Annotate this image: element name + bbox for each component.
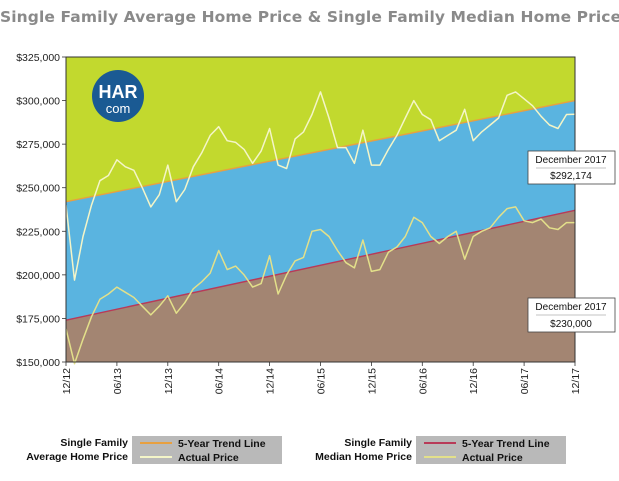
y-tick-label: $275,000 xyxy=(16,139,60,151)
y-tick-label: $200,000 xyxy=(16,270,60,282)
y-tick-label: $250,000 xyxy=(16,183,60,195)
callout-median-value: $230,000 xyxy=(550,319,592,330)
x-tick-label: 12/15 xyxy=(366,368,378,394)
x-tick-label: 06/15 xyxy=(316,368,328,394)
y-tick-label: $300,000 xyxy=(16,96,60,108)
x-tick-label: 12/14 xyxy=(265,368,277,394)
callout-average-dec-2017: December 2017 $292,174 xyxy=(527,150,616,185)
x-tick-label: 12/16 xyxy=(468,368,480,394)
callout-average-label: December 2017 xyxy=(535,155,607,166)
x-tick-label: 12/13 xyxy=(163,368,175,394)
band-between-trends xyxy=(66,100,575,321)
y-tick-label: $175,000 xyxy=(16,313,60,325)
har-logo: HAR com xyxy=(92,70,144,122)
legend-average-home-price: Single Family Average Home Price 5-Year … xyxy=(26,436,282,464)
y-axis-ticks: $150,000 $175,000 $200,000 $225,000 $250,000… xyxy=(16,52,66,369)
logo-text-har: HAR xyxy=(99,82,138,102)
legend-average-actual-label: Actual Price xyxy=(178,452,239,464)
callout-average-value: $292,174 xyxy=(550,171,592,182)
x-axis-ticks: 12/12 06/13 12/13 06/14 12/14 06/15 12/15 06/16… xyxy=(61,362,582,394)
average-actual-price-line xyxy=(65,91,576,281)
legend-median-title-line2: Median Home Price xyxy=(315,451,412,463)
median-trend-line xyxy=(65,209,576,321)
median-actual-price-line xyxy=(65,206,575,365)
logo-text-com: com xyxy=(106,101,131,116)
price-bands xyxy=(66,57,575,362)
x-tick-label: 06/13 xyxy=(112,368,124,394)
y-tick-label: $150,000 xyxy=(16,357,60,369)
legend-median-trend-label: 5-Year Trend Line xyxy=(462,438,550,450)
x-tick-label: 06/16 xyxy=(417,368,429,394)
x-tick-label: 12/12 xyxy=(61,368,73,394)
legend-median-title-line1: Single Family xyxy=(344,437,412,449)
x-tick-label: 12/17 xyxy=(570,368,582,394)
y-tick-label: $225,000 xyxy=(16,226,60,238)
callout-median-label: December 2017 xyxy=(535,302,607,313)
legend-median-actual-label: Actual Price xyxy=(462,452,523,464)
chart-title: Single Family Average Home Price & Singl… xyxy=(0,8,619,26)
legend-average-title-line2: Average Home Price xyxy=(26,451,128,463)
x-tick-label: 06/17 xyxy=(519,368,531,394)
legend-average-trend-label: 5-Year Trend Line xyxy=(178,438,266,450)
x-tick-label: 06/14 xyxy=(214,368,226,394)
legend-average-title-line1: Single Family xyxy=(60,437,128,449)
y-tick-label: $325,000 xyxy=(16,52,60,64)
callout-median-dec-2017: December 2017 $230,000 xyxy=(527,297,616,333)
legend-median-home-price: Single Family Median Home Price 5-Year T… xyxy=(315,436,566,464)
band-below-median-trend xyxy=(66,210,575,362)
average-trend-line xyxy=(65,99,576,203)
